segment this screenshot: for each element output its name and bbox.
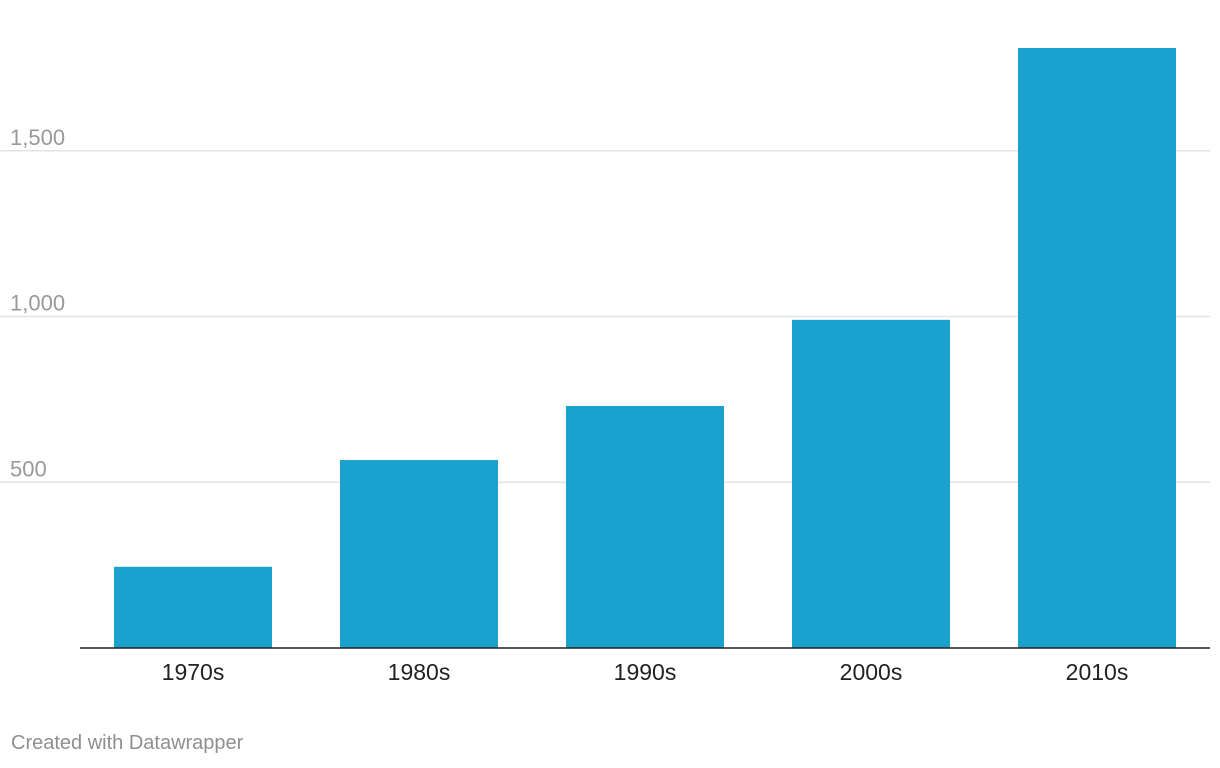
category-labels: 1970s 1980s 1990s 2000s 2010s <box>162 659 1129 685</box>
x-tick-label: 1980s <box>388 659 451 685</box>
bars <box>114 48 1176 648</box>
x-tick-label: 1990s <box>614 659 677 685</box>
bar-1990s <box>566 406 724 648</box>
y-tick-label: 500 <box>10 456 47 481</box>
gridlines: 500 1,000 1,500 <box>0 125 1210 484</box>
bar-2010s <box>1018 48 1176 648</box>
bar-2000s <box>792 319 950 648</box>
y-tick-label: 1,500 <box>10 125 65 150</box>
credit-text: Created with Datawrapper <box>11 732 244 754</box>
bar-1980s <box>340 460 498 648</box>
bar-1970s <box>114 566 272 648</box>
x-tick-label: 2010s <box>1066 659 1129 685</box>
x-tick-label: 2000s <box>840 659 903 685</box>
y-tick-label: 1,000 <box>10 291 65 316</box>
x-tick-label: 1970s <box>162 659 225 685</box>
